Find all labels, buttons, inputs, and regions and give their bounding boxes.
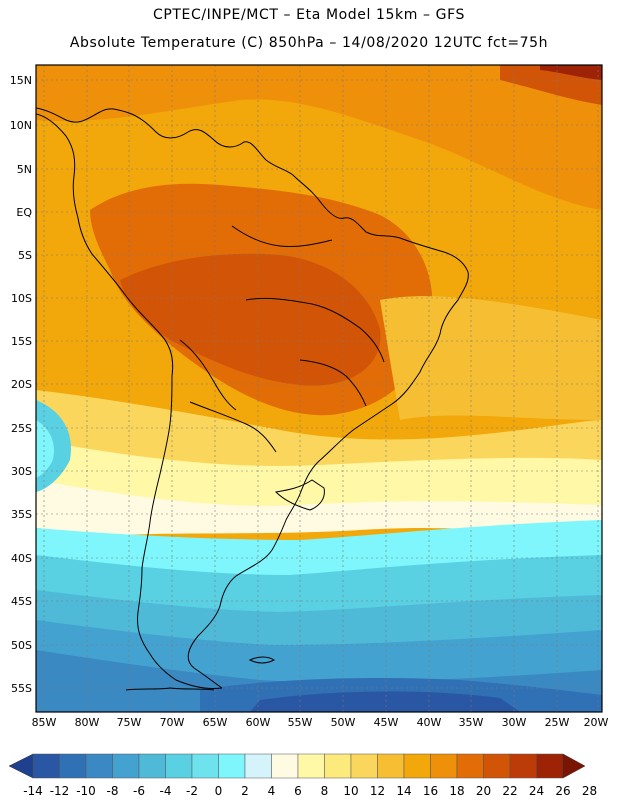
graticule (36, 65, 602, 712)
colorbar-label: 22 (502, 784, 517, 798)
colorbar-label: -8 (107, 784, 119, 798)
colorbar-swatch (85, 753, 113, 779)
lon-label: 55W (288, 716, 313, 729)
colorbar-label: 28 (582, 784, 597, 798)
colorbar-swatch (59, 753, 87, 779)
lat-label: 5N (17, 163, 32, 176)
lon-label: 35W (459, 716, 484, 729)
lat-label: 10N (10, 119, 32, 132)
lat-label: 55S (11, 682, 32, 695)
colorbar-label: 12 (370, 784, 385, 798)
colorbar-label: 26 (555, 784, 570, 798)
lat-label: 35S (11, 508, 32, 521)
colorbar-swatch (244, 753, 272, 779)
colorbar-label: 6 (294, 784, 302, 798)
colorbar-label: 4 (268, 784, 276, 798)
colorbar-arrow-high (562, 753, 586, 779)
colorbar-swatch (536, 753, 564, 779)
lat-label: 15S (11, 335, 32, 348)
plot-frame (35, 64, 603, 713)
colorbar-swatch (430, 753, 458, 779)
colorbar-label: 20 (476, 784, 491, 798)
colorbar-swatch (138, 753, 166, 779)
lat-label: 10S (11, 292, 32, 305)
lat-label: 45S (11, 595, 32, 608)
lon-label: 25W (545, 716, 570, 729)
colorbar-swatch (350, 753, 378, 779)
lat-label: 15N (10, 74, 32, 87)
lat-axis: 15N 10N 5N EQ 5S 10S 15S 20S 25S 30S 35S… (10, 74, 33, 695)
title-line-1: CPTEC/INPE/MCT – Eta Model 15km – GFS (152, 7, 466, 23)
lon-axis: 85W 80W 75W 70W 65W 60W 55W 50W 45W 40W … (32, 716, 609, 729)
lat-label: 20S (11, 378, 32, 391)
colorbar-label: 18 (449, 784, 464, 798)
colorbar-swatch (297, 753, 325, 779)
lon-label: 70W (160, 716, 185, 729)
lat-label: 5S (18, 249, 32, 262)
colorbar-arrow-low (8, 753, 34, 779)
colorbar-swatch (403, 753, 431, 779)
lon-label: 40W (417, 716, 442, 729)
colorbar-swatch (218, 753, 246, 779)
title-line-2: Absolute Temperature (C) 850hPa – 14/08/… (69, 35, 549, 51)
temperature-field (36, 65, 602, 712)
lon-label: 45W (374, 716, 399, 729)
lon-label: 65W (203, 716, 228, 729)
colorbar-label: -2 (186, 784, 198, 798)
lat-label: 50S (11, 639, 32, 652)
colorbar-label: 0 (215, 784, 223, 798)
lon-label: 60W (246, 716, 271, 729)
colorbar-swatch (32, 753, 60, 779)
colorbar-swatch (112, 753, 140, 779)
colorbar-label: 14 (396, 784, 411, 798)
colorbar-swatch (456, 753, 484, 779)
lon-label: 75W (117, 716, 142, 729)
colorbar-swatch (191, 753, 219, 779)
colorbar-label: 16 (423, 784, 438, 798)
colorbar: -14 -12 -10 -8 -6 -4 -2 0 2 4 6 8 10 12 14 16 18 20 22 24 26… (8, 753, 597, 798)
coastlines (36, 107, 469, 691)
lat-label: 40S (11, 552, 32, 565)
colorbar-swatch (271, 753, 299, 779)
lon-label: 20W (584, 716, 609, 729)
colorbar-label: -4 (160, 784, 172, 798)
colorbar-label: 8 (321, 784, 329, 798)
colorbar-swatch (377, 753, 405, 779)
lon-label: 30W (502, 716, 527, 729)
colorbar-label: -14 (23, 784, 43, 798)
lat-label: 25S (11, 422, 32, 435)
colorbar-swatch (165, 753, 193, 779)
colorbar-label: -10 (76, 784, 96, 798)
colorbar-swatch (509, 753, 537, 779)
colorbar-label: 2 (241, 784, 249, 798)
colorbar-label: 24 (529, 784, 544, 798)
lon-label: 85W (32, 716, 57, 729)
lat-label: 30S (11, 465, 32, 478)
lat-label: EQ (16, 206, 32, 219)
lon-label: 50W (331, 716, 356, 729)
colorbar-swatch (483, 753, 511, 779)
colorbar-label: 10 (343, 784, 358, 798)
colorbar-swatch (324, 753, 352, 779)
colorbar-label: -6 (133, 784, 145, 798)
colorbar-label: -12 (50, 784, 70, 798)
lon-label: 80W (75, 716, 100, 729)
